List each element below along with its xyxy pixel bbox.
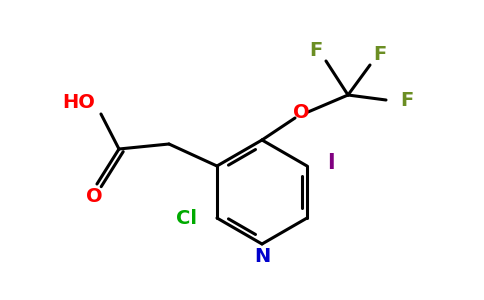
- Text: I: I: [327, 153, 335, 173]
- Text: O: O: [86, 188, 102, 206]
- Text: O: O: [293, 103, 309, 122]
- Text: F: F: [400, 91, 413, 110]
- Text: Cl: Cl: [177, 208, 197, 227]
- Text: F: F: [309, 41, 323, 61]
- Text: F: F: [373, 46, 387, 64]
- Text: HO: HO: [62, 92, 95, 112]
- Text: N: N: [254, 247, 270, 266]
